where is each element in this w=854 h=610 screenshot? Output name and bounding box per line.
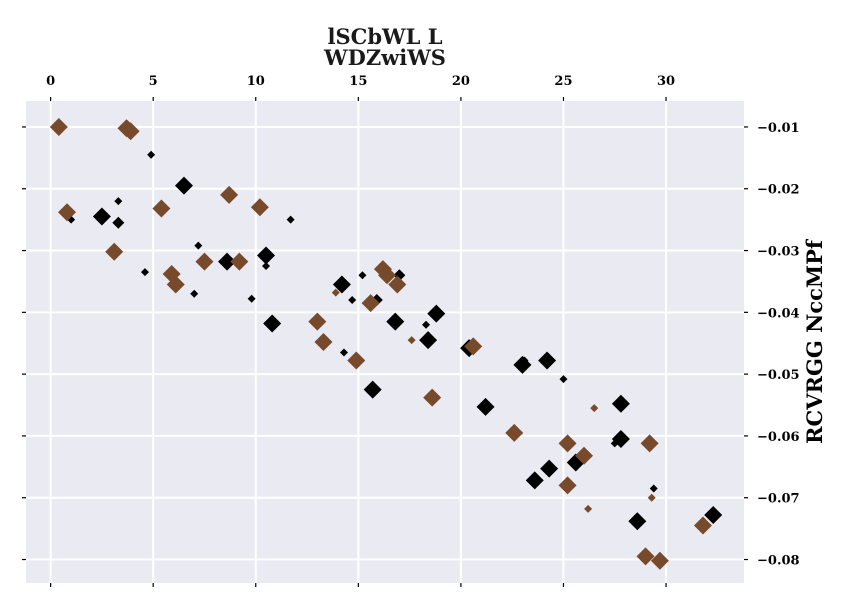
data-point-series-1	[194, 241, 203, 250]
data-point-series-2	[331, 288, 340, 297]
data-point-series-1	[427, 304, 446, 323]
x-tick-label: 5	[149, 74, 158, 89]
data-point-series-1	[358, 271, 367, 280]
y-axis-right: −0.08 −0.07 −0.06 −0.05 −0.04 −0.03 −0.02 −0.01	[22, 121, 800, 569]
x-tick-label: 30	[657, 74, 675, 89]
data-point-series-1	[348, 295, 357, 304]
data-point-series-2	[505, 423, 524, 442]
data-point-series-1	[559, 375, 568, 384]
data-point-series-2	[314, 333, 333, 351]
y-tick-label: −0.06	[757, 430, 800, 445]
x-tick-label: 0	[46, 74, 55, 89]
data-point-series-2	[407, 336, 416, 345]
data-point-series-2	[558, 434, 577, 453]
chart-title-line-2: WDZwiWS	[323, 45, 446, 70]
data-point-series-2	[388, 275, 407, 294]
data-point-series-1	[628, 512, 647, 531]
data-point-series-1	[649, 484, 658, 493]
data-point-series-2	[58, 203, 77, 222]
data-point-series-1	[339, 348, 348, 357]
data-point-series-1	[422, 320, 431, 329]
y-axis-label: RCVRGG NccMPf	[802, 238, 827, 444]
y-tick-label: −0.07	[757, 492, 800, 507]
data-point-series-2	[378, 266, 397, 285]
data-point-series-2	[250, 198, 269, 217]
data-point-series-2	[584, 504, 593, 513]
data-point-series-1	[520, 356, 529, 365]
data-point-series-1	[611, 394, 630, 413]
data-point-series-2	[152, 199, 171, 218]
data-point-series-2	[647, 493, 656, 502]
data-point-series-2	[640, 434, 659, 453]
data-point-series-2	[121, 122, 140, 141]
x-tick-label: 15	[349, 74, 367, 89]
data-point-series-1	[525, 471, 544, 490]
data-point-series-2	[347, 351, 366, 370]
data-point-series-1	[419, 331, 438, 350]
y-tick-label: −0.05	[757, 368, 800, 383]
chart-title-line-1: lSCbWL L	[328, 24, 443, 49]
x-axis-top: 0 5 10 15 20 25 30	[46, 74, 675, 587]
data-point-series-1	[174, 176, 193, 195]
data-point-series-2	[220, 185, 239, 204]
data-point-series-1	[262, 261, 271, 270]
data-point-series-1	[332, 275, 351, 294]
data-point-series-1	[286, 215, 295, 224]
data-point-series-2	[166, 275, 185, 294]
data-point-series-2	[590, 404, 599, 413]
data-point-series-2	[105, 242, 124, 261]
data-point-series-1	[218, 252, 237, 271]
data-points	[49, 117, 723, 570]
data-point-series-1	[704, 506, 723, 525]
data-point-series-2	[230, 252, 249, 271]
x-tick-label: 25	[554, 74, 572, 89]
y-tick-label: −0.01	[757, 121, 800, 136]
x-tick-label: 10	[247, 74, 265, 89]
data-point-series-2	[308, 312, 327, 331]
data-point-series-2	[464, 337, 483, 356]
data-point-series-1	[247, 294, 256, 303]
data-point-series-1	[114, 197, 123, 206]
y-tick-label: −0.08	[757, 554, 800, 569]
data-point-series-2	[574, 446, 593, 465]
data-point-series-1	[92, 207, 111, 226]
data-point-series-2	[361, 294, 380, 313]
data-point-series-2	[650, 551, 669, 570]
data-point-series-2	[636, 547, 655, 566]
y-tick-label: −0.03	[757, 245, 800, 260]
data-point-series-1	[538, 351, 557, 370]
data-point-series-1	[140, 268, 149, 277]
data-point-series-1	[386, 312, 405, 331]
data-point-series-1	[476, 397, 495, 416]
data-point-series-1	[147, 150, 156, 159]
data-point-series-1	[540, 459, 559, 478]
x-tick-label: 20	[452, 74, 470, 89]
data-point-series-1	[112, 216, 125, 229]
data-point-series-2	[195, 252, 214, 271]
data-point-series-1	[611, 430, 630, 449]
y-tick-label: −0.04	[757, 306, 800, 321]
data-point-series-2	[558, 476, 577, 495]
data-point-series-1	[363, 380, 382, 399]
data-point-series-2	[693, 516, 712, 535]
y-tick-label: −0.02	[757, 183, 800, 198]
data-point-series-1	[190, 289, 199, 298]
data-point-series-2	[423, 388, 442, 407]
plot-area	[26, 101, 744, 583]
data-point-series-1	[263, 314, 282, 333]
data-point-series-2	[49, 117, 68, 136]
data-point-series-1	[257, 246, 276, 265]
